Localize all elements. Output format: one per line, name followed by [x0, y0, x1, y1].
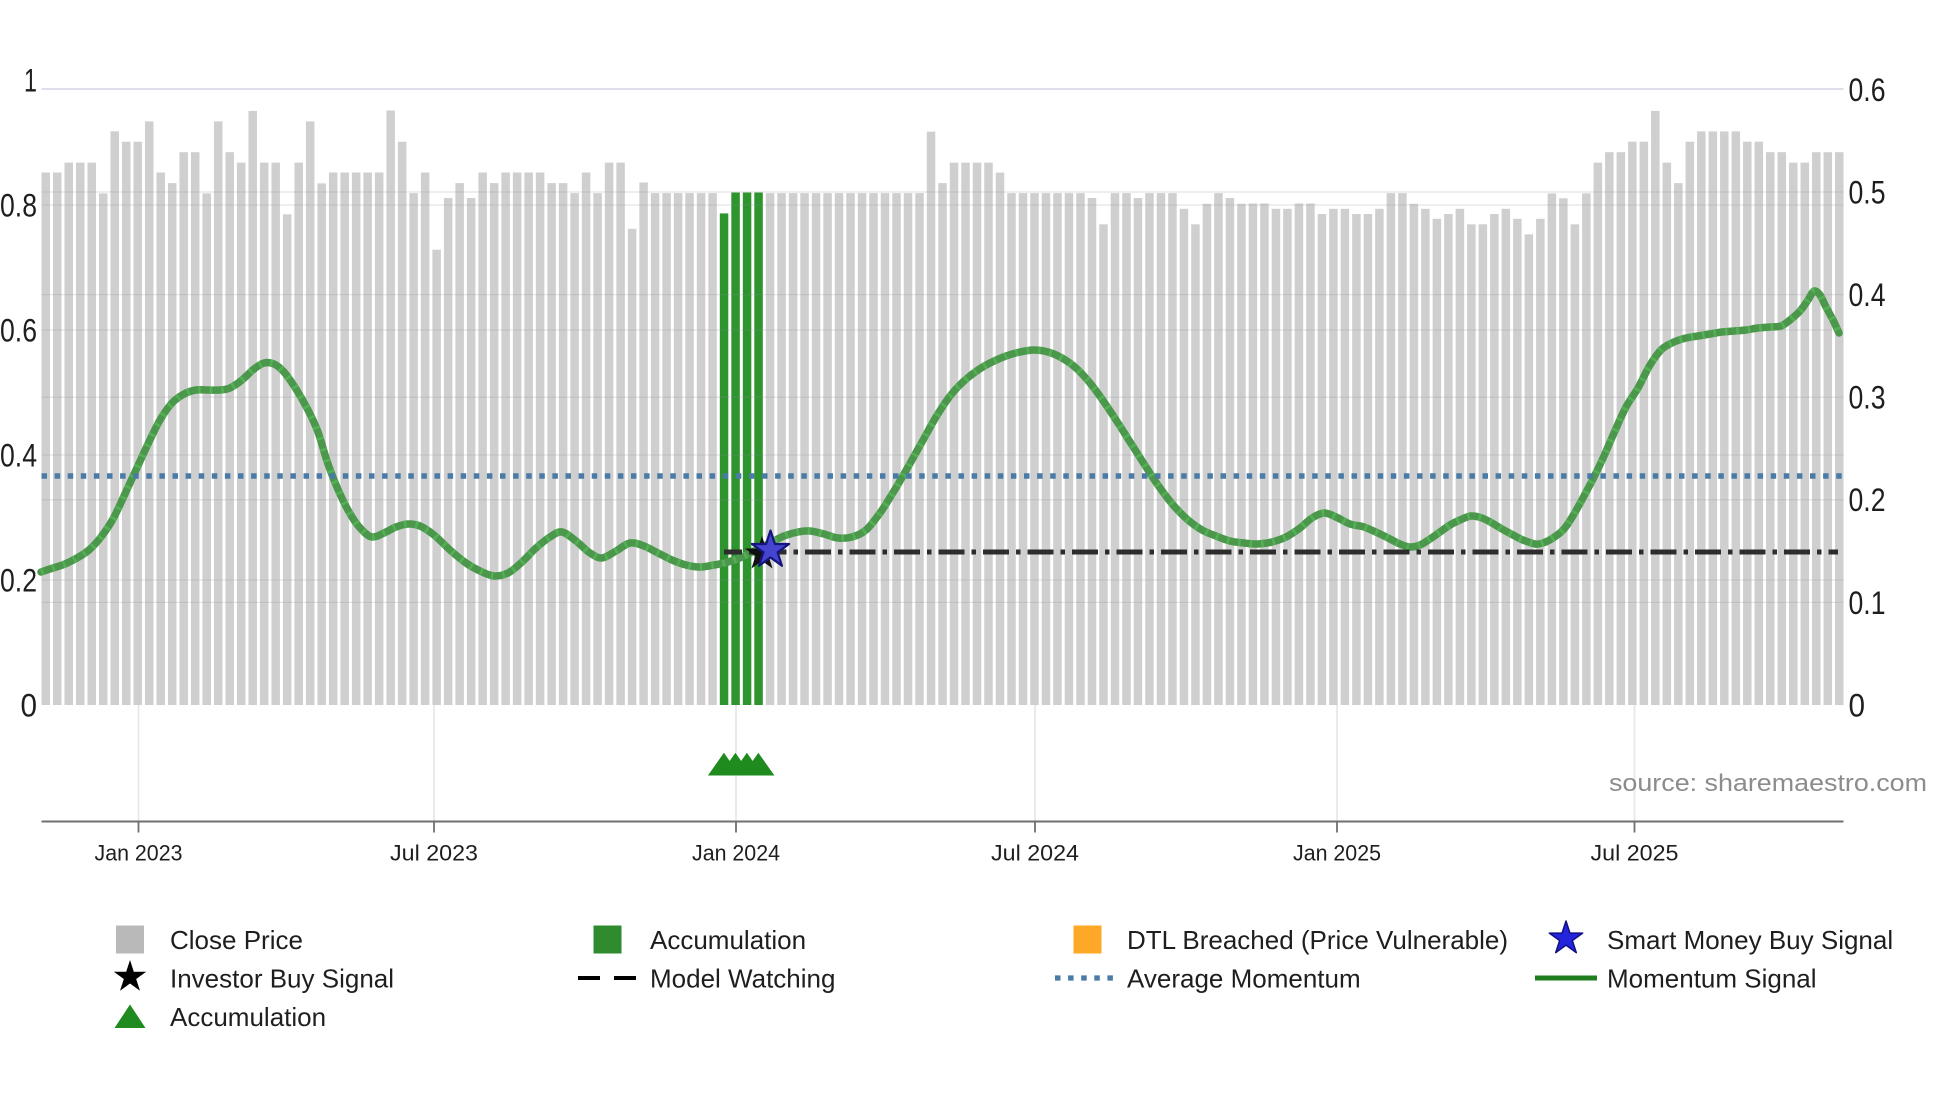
svg-text:Jul 2025: Jul 2025	[1591, 841, 1679, 866]
svg-text:0.6: 0.6	[1849, 72, 1886, 108]
svg-text:0.5: 0.5	[1849, 174, 1886, 210]
svg-text:Jan 2025: Jan 2025	[1293, 841, 1381, 866]
svg-text:0.2: 0.2	[0, 562, 37, 598]
svg-text:0: 0	[21, 687, 38, 723]
svg-text:Jul 2024: Jul 2024	[991, 841, 1079, 866]
svg-text:0: 0	[1849, 687, 1866, 723]
svg-text:1: 1	[24, 62, 37, 98]
svg-text:0.4: 0.4	[1849, 277, 1886, 313]
svg-text:DTL Breached (Price Vulnerable: DTL Breached (Price Vulnerable)	[1127, 925, 1508, 955]
svg-text:Momentum Signal: Momentum Signal	[1607, 963, 1817, 993]
svg-text:Investor Buy Signal: Investor Buy Signal	[170, 963, 394, 993]
svg-text:Average Momentum: Average Momentum	[1127, 963, 1361, 993]
svg-text:Accumulation: Accumulation	[170, 1002, 326, 1032]
svg-text:0.1: 0.1	[1849, 585, 1886, 621]
svg-text:0.3: 0.3	[1849, 380, 1886, 416]
svg-text:Jan 2023: Jan 2023	[95, 841, 183, 866]
svg-text:Close Price: Close Price	[170, 925, 303, 955]
svg-text:source: sharemaestro.com: source: sharemaestro.com	[1609, 770, 1927, 797]
svg-text:Jan 2024: Jan 2024	[692, 841, 780, 866]
svg-text:Smart Money Buy Signal: Smart Money Buy Signal	[1607, 925, 1893, 955]
svg-text:0.4: 0.4	[0, 437, 37, 473]
svg-text:Model Watching: Model Watching	[650, 963, 835, 993]
svg-text:Accumulation: Accumulation	[650, 925, 806, 955]
svg-text:0.6: 0.6	[0, 312, 37, 348]
svg-text:0.8: 0.8	[0, 187, 37, 223]
svg-text:Jul 2023: Jul 2023	[390, 841, 478, 866]
svg-text:0.2: 0.2	[1849, 482, 1886, 518]
